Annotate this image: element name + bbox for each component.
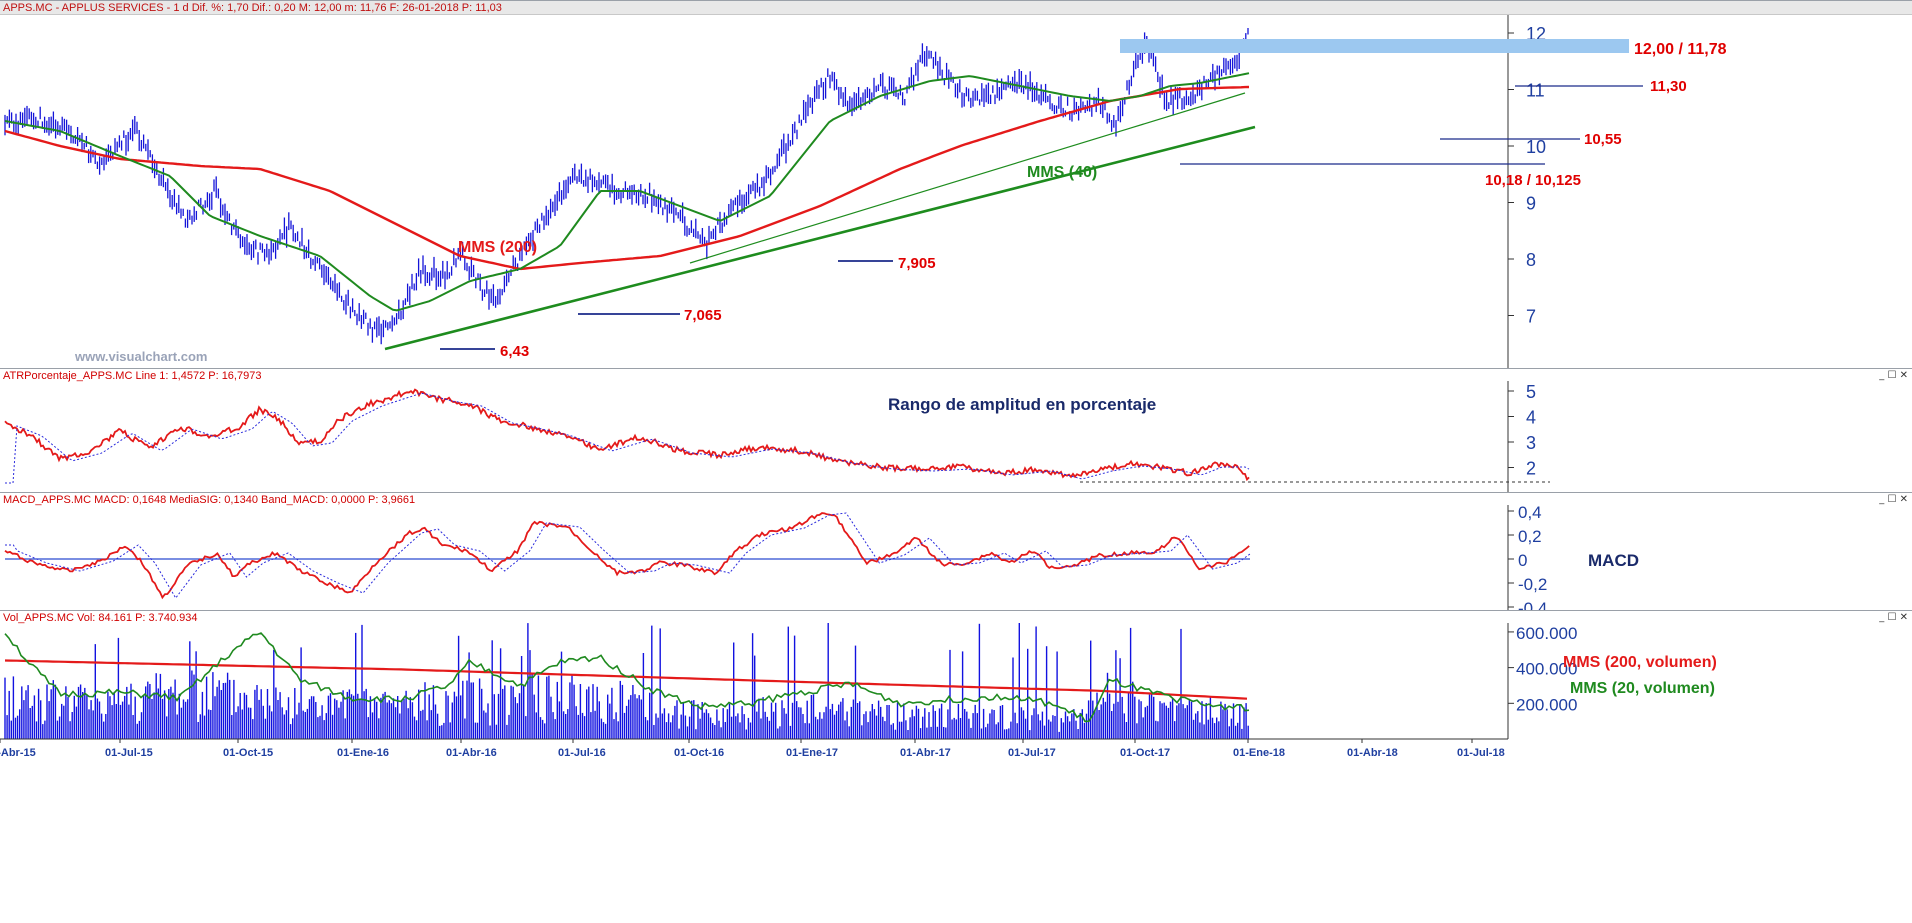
macd-y-tick-label: 0,4: [1518, 503, 1542, 522]
x-axis-label: 01-Abr-17: [900, 747, 951, 759]
volume-y-tick-label: 200.000: [1516, 695, 1577, 714]
price-panel-header: APPS.MC - APPLUS SERVICES - 1 d Dif. %: …: [0, 1, 1912, 15]
x-axis-label: 01-Abr-15: [0, 747, 36, 759]
resistance-band: [1120, 39, 1629, 53]
atr-y-tick-label: 5: [1526, 382, 1536, 402]
macd-title: MACD: [1588, 551, 1639, 570]
x-axis-label: 01-Ene-17: [786, 747, 838, 759]
atr-panel: ATRPorcentaje_APPS.MC Line 1: 1,4572 P: …: [0, 368, 1912, 493]
volume-ma200-label: MMS (200, volumen): [1563, 654, 1717, 671]
atr-signal-line: [5, 392, 1250, 484]
macd-line: [4, 512, 1250, 600]
volume-panel-header: Vol_APPS.MC Vol: 84.161 P: 3.740.934 _ ☐…: [0, 611, 1912, 625]
price-y-tick-label: 9: [1526, 194, 1536, 214]
price-header-text: APPS.MC - APPLUS SERVICES - 1 d Dif. %: …: [3, 2, 502, 14]
volume-ma20-line: [4, 632, 1250, 723]
atr-header-text: ATRPorcentaje_APPS.MC Line 1: 1,4572 P: …: [3, 370, 262, 382]
x-axis-label: 01-Jul-17: [1008, 747, 1056, 759]
atr-window-controls[interactable]: _ ☐ ✕: [1879, 370, 1908, 381]
annotation-1018: 10,18 / 10,125: [1485, 172, 1581, 189]
price-y-tick-label: 8: [1526, 250, 1536, 270]
macd-y-tick-label: -0,4: [1518, 599, 1547, 611]
price-y-tick-label: 7: [1526, 307, 1536, 327]
ma40-label: MMS (40): [1027, 164, 1097, 181]
macd-window-controls[interactable]: _ ☐ ✕: [1879, 494, 1908, 505]
annotation-643: 6,43: [500, 343, 529, 360]
macd-signal-line: [5, 512, 1251, 599]
macd-y-tick-label: -0,2: [1518, 575, 1547, 594]
volume-y-tick-label: 600.000: [1516, 624, 1577, 643]
atr-y-tick-label: 4: [1526, 408, 1536, 428]
trendline-major: [384, 125, 1256, 351]
x-axis-label: 01-Oct-16: [674, 747, 724, 759]
volume-header-text: Vol_APPS.MC Vol: 84.161 P: 3.740.934: [3, 612, 198, 624]
atr-y-tick-label: 3: [1526, 433, 1536, 453]
annotation-1055: 10,55: [1584, 131, 1622, 148]
atr-y-tick-label: 2: [1526, 459, 1536, 479]
price-y-tick-label: 10: [1526, 137, 1546, 157]
x-axis-label: 01-Abr-18: [1347, 747, 1398, 759]
macd-y-tick-label: 0: [1518, 551, 1527, 570]
annotation-7065: 7,065: [684, 307, 722, 324]
trendline-minor: [689, 92, 1246, 264]
price-y-tick-label: 11: [1526, 81, 1545, 101]
atr-panel-header: ATRPorcentaje_APPS.MC Line 1: 1,4572 P: …: [0, 369, 1912, 383]
x-axis-label: 01-Jul-16: [558, 747, 606, 759]
watermark: www.visualchart.com: [74, 349, 207, 364]
price-panel: APPS.MC - APPLUS SERVICES - 1 d Dif. %: …: [0, 0, 1912, 369]
ma200-label: MMS (200): [458, 239, 537, 256]
x-axis-label: 01-Jul-18: [1457, 747, 1505, 759]
x-axis-label: 01-Abr-16: [446, 747, 497, 759]
macd-y-tick-label: 0,2: [1518, 527, 1542, 546]
volume-panel: Vol_APPS.MC Vol: 84.161 P: 3.740.934 _ ☐…: [0, 610, 1912, 922]
annotation-7905: 7,905: [898, 255, 936, 272]
annotation-1130: 11,30: [1650, 78, 1687, 95]
macd-panel: MACD_APPS.MC MACD: 0,1648 MediaSIG: 0,13…: [0, 492, 1912, 611]
macd-header-text: MACD_APPS.MC MACD: 0,1648 MediaSIG: 0,13…: [3, 494, 416, 506]
x-axis-label: 01-Oct-17: [1120, 747, 1170, 759]
macd-chart[interactable]: 0,4 0,2 0 -0,2 -0,4 MACD: [0, 493, 1912, 611]
volume-chart[interactable]: 600.000 400.000 200.000 MMS (200, volumen) M…: [0, 611, 1912, 923]
volume-y-tick-label: 400.000: [1516, 660, 1577, 679]
atr-chart[interactable]: 5 4 3 2 Rango de amplitud en porcentaje: [0, 369, 1912, 493]
macd-panel-header: MACD_APPS.MC MACD: 0,1648 MediaSIG: 0,13…: [0, 493, 1912, 507]
volume-ma20-label: MMS (20, volumen): [1570, 680, 1715, 697]
volume-window-controls[interactable]: _ ☐ ✕: [1879, 612, 1908, 623]
x-axis-label: 01-Jul-15: [105, 747, 153, 759]
annotation-resistance: 12,00 / 11,78: [1634, 41, 1727, 58]
x-axis-label: 01-Ene-18: [1233, 747, 1285, 759]
ma40-line: [4, 72, 1250, 312]
x-axis-label: 01-Oct-15: [223, 747, 273, 759]
atr-title: Rango de amplitud en porcentaje: [888, 395, 1156, 414]
x-axis-label: 01-Ene-16: [337, 747, 389, 759]
ma200-line: [4, 85, 1250, 271]
